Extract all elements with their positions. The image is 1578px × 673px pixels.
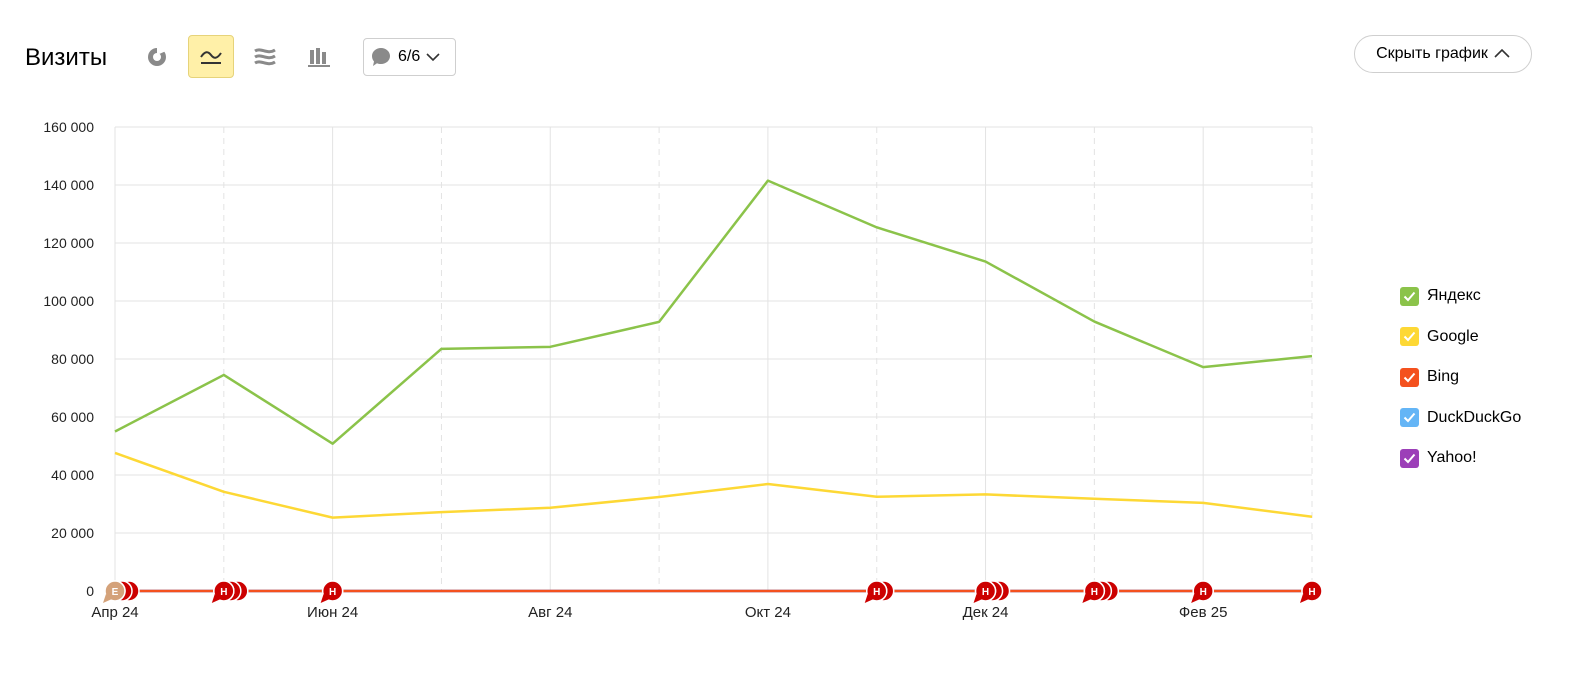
y-tick-label: 20 000 <box>51 525 94 541</box>
marker-bubble <box>104 580 126 602</box>
annotations-count: 6/6 <box>398 48 421 65</box>
marker-bubble <box>974 580 997 602</box>
y-tick-label: 40 000 <box>51 467 94 483</box>
area-chart-button[interactable] <box>242 35 288 78</box>
y-tick-label: 160 000 <box>43 119 94 135</box>
x-tick-label: Фев 25 <box>1179 604 1228 621</box>
marker-tail <box>320 594 330 603</box>
pie-chart-icon <box>148 45 166 66</box>
x-tick-label: Июн 24 <box>307 604 358 621</box>
annotation-marker: Н <box>1082 580 1120 603</box>
marker-label: Н <box>220 587 227 598</box>
y-tick-label: 100 000 <box>43 293 94 309</box>
marker-bubble <box>1083 580 1106 602</box>
y-tick-label: 140 000 <box>43 177 94 193</box>
marker-label: Н <box>1091 587 1098 598</box>
annotation-marker: Н <box>973 580 1011 603</box>
annotations-dropdown[interactable]: 6/6 <box>363 38 456 76</box>
annotation-marker: Е <box>103 580 140 603</box>
marker-label: Н <box>1308 587 1315 598</box>
chevron-up-icon <box>1494 49 1510 58</box>
marker-tail <box>1082 594 1092 603</box>
visits-line-chart: 0 20 000 40 000 60 000 80 000 100 000 120 000 1… <box>43 119 1323 621</box>
chart-legend: Яндекс Google Bing DuckDuckGo Yahoo! <box>1400 286 1521 489</box>
y-tick-label: 60 000 <box>51 409 94 425</box>
hide-chart-label: Скрыть график <box>1376 45 1488 62</box>
marker-label: Н <box>873 587 880 598</box>
marker-bubble <box>1301 580 1323 602</box>
legend-item-yahoo[interactable]: Yahoo! <box>1400 448 1521 468</box>
annotation-marker: Н <box>320 580 344 603</box>
annotation-marker: Н <box>864 580 895 603</box>
marker-bubble <box>213 580 235 602</box>
marker-tail <box>103 594 112 603</box>
legend-label: DuckDuckGo <box>1427 408 1522 426</box>
marker-label: Н <box>329 587 336 598</box>
legend-label: Яндекс <box>1427 287 1481 304</box>
bar-chart-icon <box>308 47 330 67</box>
series-line-яндекс <box>114 179 1313 445</box>
checkbox-checked-icon[interactable] <box>1400 408 1419 427</box>
marker-tail <box>211 594 221 603</box>
marker-bubble <box>321 580 344 602</box>
marker-bubble <box>865 580 888 602</box>
marker-tail <box>1191 594 1201 603</box>
y-tick-label: 80 000 <box>51 351 94 367</box>
legend-label: Bing <box>1427 368 1460 385</box>
legend-item-bing[interactable]: Bing <box>1400 367 1521 387</box>
x-tick-label: Дек 24 <box>963 604 1009 621</box>
annotation-marker: Н <box>1191 580 1214 603</box>
checkbox-checked-icon[interactable] <box>1400 286 1419 306</box>
comment-icon <box>372 48 390 66</box>
hide-chart-button[interactable]: Скрыть график <box>1354 35 1532 73</box>
legend-label: Google <box>1427 327 1479 345</box>
legend-item-duckduckgo[interactable]: DuckDuckGo <box>1400 408 1521 428</box>
marker-label: Н <box>1200 587 1207 598</box>
marker-tail <box>973 594 983 603</box>
line-chart-icon <box>200 50 222 64</box>
legend-label: Yahoo! <box>1427 449 1477 466</box>
marker-label: Е <box>112 587 119 598</box>
line-chart-button[interactable] <box>188 35 234 78</box>
x-tick-label: Авг 24 <box>528 604 572 621</box>
series-line-google <box>114 451 1313 519</box>
checkbox-checked-icon[interactable] <box>1400 327 1419 346</box>
area-chart-icon <box>254 47 276 65</box>
x-tick-label: Окт 24 <box>745 604 791 621</box>
checkbox-checked-icon[interactable] <box>1400 367 1419 387</box>
y-tick-label: 0 <box>86 583 94 599</box>
marker-tail <box>864 594 874 603</box>
annotation-marker: Н <box>1300 580 1323 603</box>
checkbox-checked-icon[interactable] <box>1400 448 1419 468</box>
page-title: Визиты <box>25 44 108 71</box>
chevron-down-icon <box>426 53 440 62</box>
annotation-marker: Н <box>211 580 249 603</box>
bar-chart-button[interactable] <box>296 35 342 78</box>
marker-tail <box>1300 594 1309 603</box>
x-tick-label: Апр 24 <box>91 604 138 621</box>
pie-chart-button[interactable] <box>134 35 180 78</box>
legend-item-yandex[interactable]: Яндекс <box>1400 286 1521 306</box>
marker-bubble <box>1192 580 1214 602</box>
marker-label: Н <box>982 587 989 598</box>
legend-item-google[interactable]: Google <box>1400 327 1521 347</box>
y-tick-label: 120 000 <box>43 235 94 251</box>
